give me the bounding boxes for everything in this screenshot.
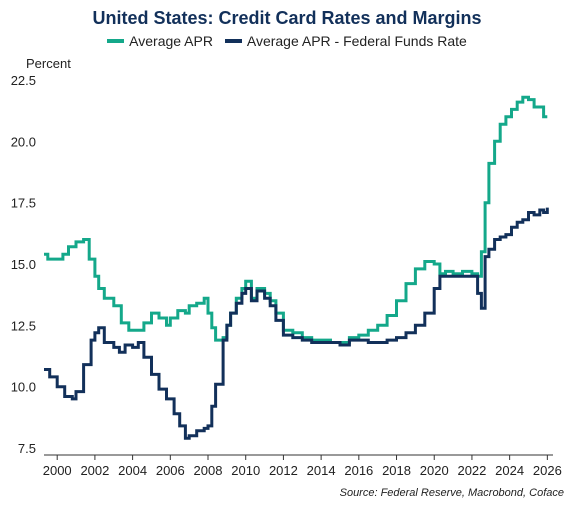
series-layer bbox=[44, 95, 549, 440]
x-axis: 2000 2002 2004 2006 2008 2010 2012 2014 2016 2018… bbox=[43, 454, 562, 478]
legend: Average APR Average APR - Federal Funds … bbox=[0, 30, 574, 49]
x-tick-label: 2018 bbox=[382, 463, 411, 478]
x-tick-label: 2008 bbox=[194, 463, 223, 478]
y-tick-label: 17.5 bbox=[11, 196, 36, 211]
chart-title: United States: Credit Card Rates and Mar… bbox=[92, 8, 482, 28]
source-note: Source: Federal Reserve, Macrobond, Cofa… bbox=[339, 487, 564, 499]
x-tick-label: 2004 bbox=[118, 463, 147, 478]
y-tick-label: 12.5 bbox=[11, 318, 36, 333]
series-line-average-apr bbox=[44, 95, 548, 344]
y-tick-label: 20.0 bbox=[11, 134, 36, 149]
x-tick-label: 2026 bbox=[533, 463, 562, 478]
legend-label-average-apr: Average APR bbox=[129, 33, 213, 49]
legend-label-apr-minus-fed-funds: Average APR - Federal Funds Rate bbox=[246, 33, 467, 49]
y-axis-unit-label: Percent bbox=[26, 56, 71, 71]
x-tick-label: 2022 bbox=[457, 463, 486, 478]
x-tick-label: 2000 bbox=[43, 463, 72, 478]
legend-item-average-apr: Average APR bbox=[107, 33, 213, 49]
x-tick-label: 2006 bbox=[156, 463, 185, 478]
x-tick-label: 2014 bbox=[307, 463, 336, 478]
legend-swatch-average-apr bbox=[107, 39, 125, 43]
y-tick-label: 22.5 bbox=[11, 73, 36, 88]
y-tick-label: 10.0 bbox=[11, 380, 36, 395]
legend-swatch-apr-minus-fed-funds bbox=[224, 39, 242, 43]
x-tick-label: 2010 bbox=[231, 463, 260, 478]
x-tick-label: 2024 bbox=[495, 463, 524, 478]
y-tick-label: 15.0 bbox=[11, 257, 36, 272]
y-axis: 7.5 10.0 12.5 15.0 17.5 20.0 22.5 bbox=[11, 73, 36, 456]
legend-item-apr-minus-fed-funds: Average APR - Federal Funds Rate bbox=[224, 33, 467, 49]
x-tick-label: 2012 bbox=[269, 463, 298, 478]
x-tick-label: 2016 bbox=[344, 463, 373, 478]
y-tick-label: 7.5 bbox=[18, 441, 36, 456]
x-tick-label: 2020 bbox=[420, 463, 449, 478]
series-line-apr-minus-fed-funds bbox=[44, 207, 549, 440]
x-tick-label: 2002 bbox=[80, 463, 109, 478]
